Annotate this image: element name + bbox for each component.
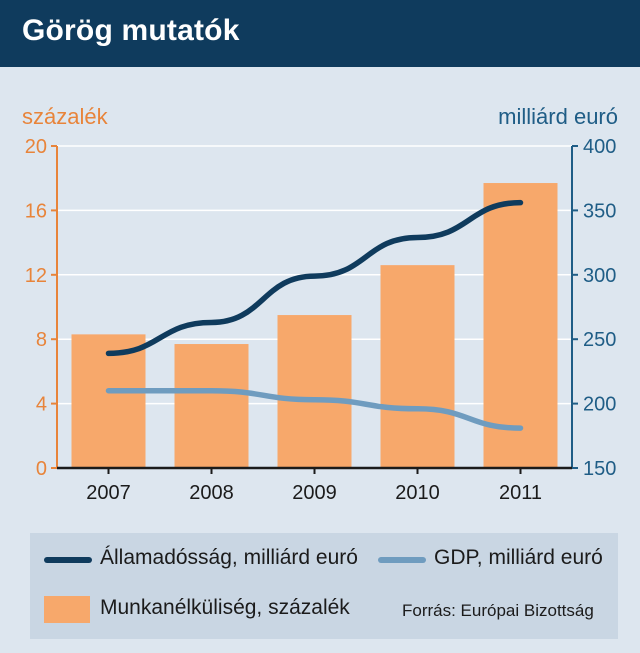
legend: Államadósság, milliárd euró GDP, milliár… xyxy=(30,533,618,639)
header-bar: Görög mutatók xyxy=(0,0,640,67)
gdp-legend-label: GDP, milliárd euró xyxy=(434,546,603,569)
bar-2011 xyxy=(483,183,558,468)
right-axis-tick-label: 150 xyxy=(583,458,616,480)
bar-2009 xyxy=(277,315,352,468)
bar-2010 xyxy=(380,265,455,468)
source-note: Forrás: Európai Bizottság xyxy=(402,601,594,620)
right-axis-tick-label: 350 xyxy=(583,200,616,222)
debt-legend-label: Államadósság, milliárd euró xyxy=(100,546,358,569)
left-axis-tick-label: 12 xyxy=(25,265,47,287)
right-axis-tick-label: 300 xyxy=(583,265,616,287)
bars xyxy=(71,183,558,468)
unemployment-legend-swatch xyxy=(44,596,90,623)
left-axis-tick-label: 20 xyxy=(25,136,47,158)
debt-line xyxy=(105,199,524,357)
left-axis-tick-label: 16 xyxy=(25,200,47,222)
chart-title: Görög mutatók xyxy=(22,14,240,47)
lines xyxy=(105,199,524,431)
left-axis-tick-label: 4 xyxy=(36,394,47,416)
right-axis-tick-label: 250 xyxy=(583,329,616,351)
gdp-line xyxy=(105,387,524,431)
x-axis-tick-label: 2011 xyxy=(499,482,542,504)
bar-2008 xyxy=(174,344,249,468)
left-axis-label: százalék xyxy=(22,104,109,129)
right-axis-tick-label: 400 xyxy=(583,136,616,158)
x-axis-tick-label: 2008 xyxy=(189,482,234,504)
right-axis-label: milliárd euró xyxy=(498,104,618,129)
chart: 0 4 8 12 16 20 150 200 250 300 350 400 2007 2008 2009 2… xyxy=(22,104,618,504)
x-axis-tick-label: 2010 xyxy=(395,482,440,504)
gdp-legend-swatch xyxy=(378,557,426,563)
axes: 0 4 8 12 16 20 150 200 250 300 350 400 2007 2008 2009 2… xyxy=(25,136,617,504)
bar-2007 xyxy=(71,334,146,468)
left-axis-tick-label: 0 xyxy=(36,458,47,480)
left-axis-tick-label: 8 xyxy=(36,329,47,351)
right-axis-tick-label: 200 xyxy=(583,394,616,416)
debt-legend-swatch xyxy=(44,557,92,563)
unemployment-legend-label: Munkanélküliség, százalék xyxy=(100,596,350,619)
x-axis-tick-label: 2009 xyxy=(292,482,337,504)
x-axis-tick-label: 2007 xyxy=(86,482,131,504)
